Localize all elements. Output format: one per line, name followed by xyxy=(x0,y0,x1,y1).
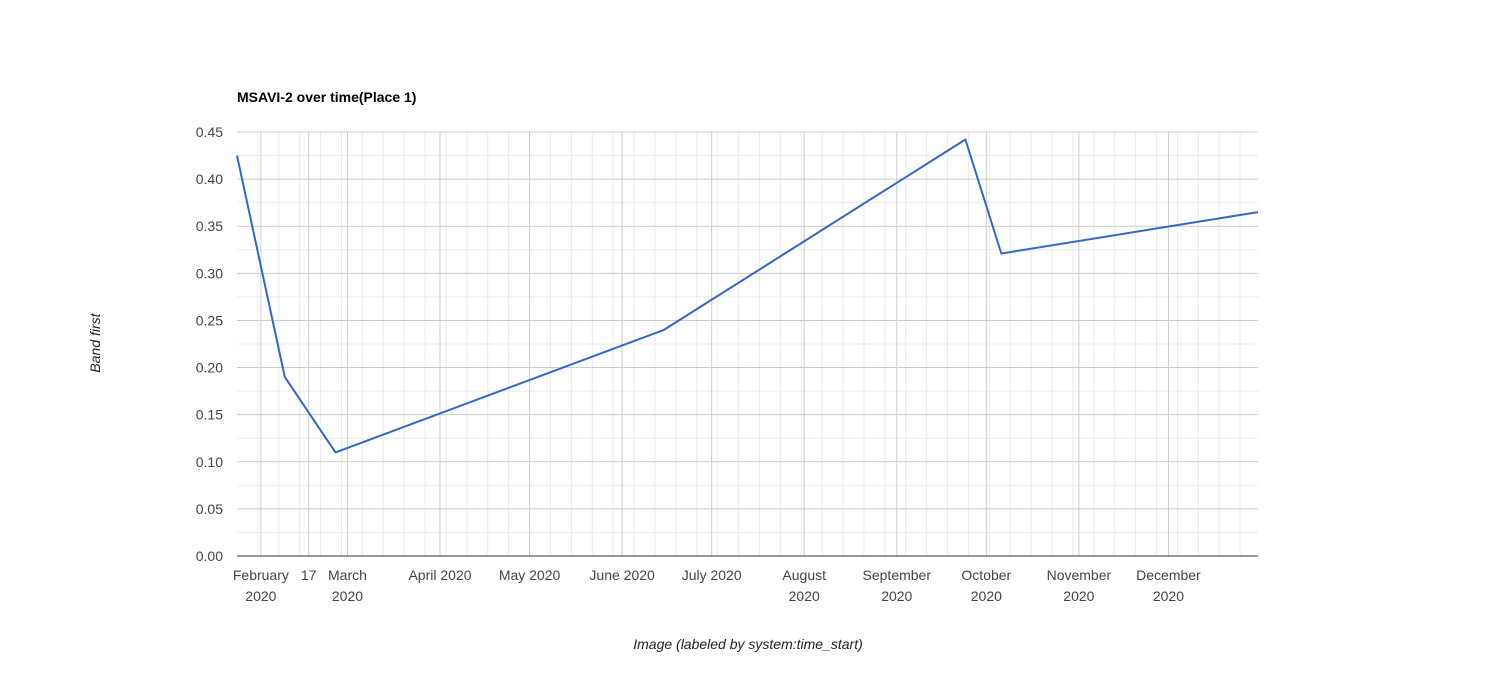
series-line xyxy=(236,138,1259,454)
x-tick-label: April 2020 xyxy=(408,567,471,583)
x-tick-label: 17 xyxy=(301,567,317,583)
x-tick-label: 2020 xyxy=(1063,588,1094,604)
x-tick-label: February xyxy=(233,567,289,583)
x-tick-label: May 2020 xyxy=(499,567,561,583)
x-tick-label: 2020 xyxy=(1153,588,1184,604)
y-tick-label: 0.00 xyxy=(196,548,223,564)
x-tick-label: June 2020 xyxy=(589,567,655,583)
x-tick-label: 2020 xyxy=(971,588,1002,604)
y-tick-label: 0.25 xyxy=(196,312,223,328)
x-tick-label: November xyxy=(1047,567,1112,583)
x-tick-label: October xyxy=(961,567,1011,583)
y-tick-label: 0.45 xyxy=(196,124,223,140)
y-tick-label: 0.35 xyxy=(196,218,223,234)
x-tick-label: 2020 xyxy=(245,588,276,604)
x-axis-title: Image (labeled by system:time_start) xyxy=(633,636,863,652)
x-tick-label: March xyxy=(328,567,367,583)
y-tick-label: 0.10 xyxy=(196,454,223,470)
y-tick-label: 0.40 xyxy=(196,171,223,187)
chart-title: MSAVI-2 over time(Place 1) xyxy=(237,89,417,105)
x-tick-label: December xyxy=(1136,567,1201,583)
x-tick-label: 2020 xyxy=(332,588,363,604)
x-tick-label: August xyxy=(782,567,826,583)
y-tick-label: 0.05 xyxy=(196,501,223,517)
x-tick-label: September xyxy=(863,567,932,583)
y-tick-label: 0.30 xyxy=(196,265,223,281)
y-tick-label: 0.15 xyxy=(196,407,223,423)
y-tick-label: 0.20 xyxy=(196,360,223,376)
x-tick-label: 2020 xyxy=(881,588,912,604)
x-tick-label: 2020 xyxy=(789,588,820,604)
x-tick-label: July 2020 xyxy=(682,567,742,583)
